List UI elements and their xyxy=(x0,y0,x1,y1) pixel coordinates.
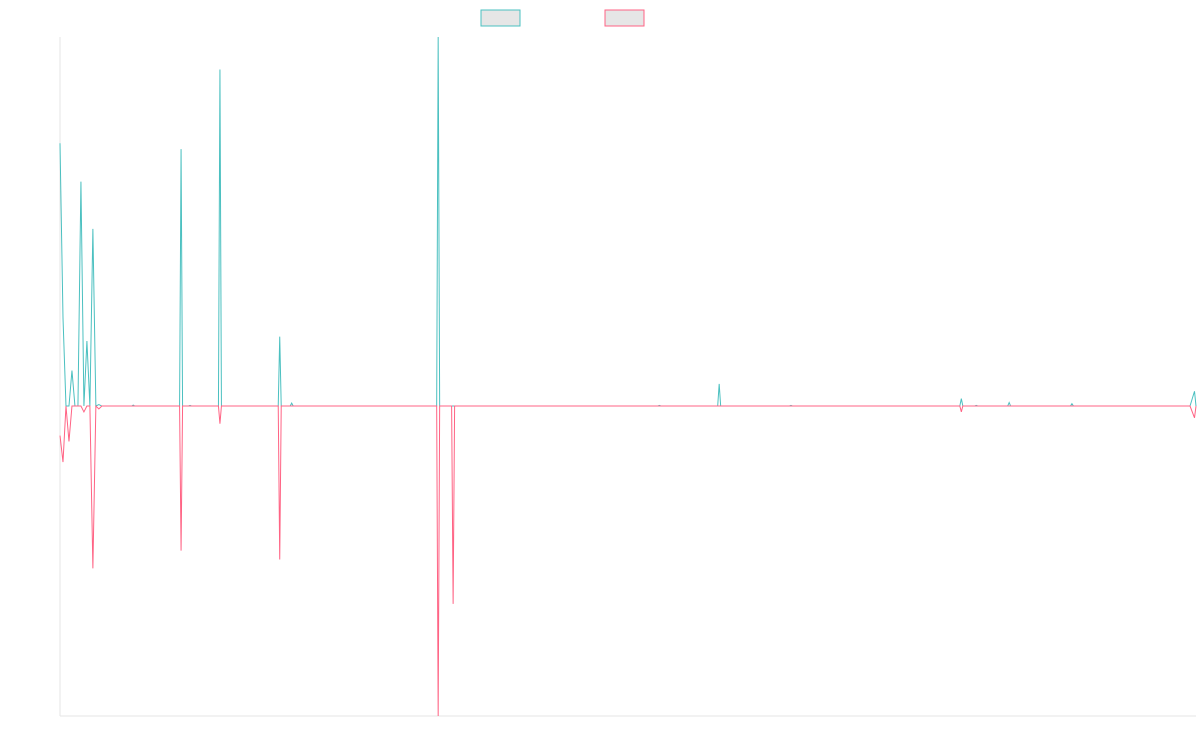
series-line-1 xyxy=(59,36,1197,407)
legend-swatch-1[interactable] xyxy=(480,9,521,27)
plot-area xyxy=(59,36,1197,717)
series-line-2 xyxy=(59,404,1197,717)
legend-swatch-2[interactable] xyxy=(604,9,645,27)
legend[interactable] xyxy=(480,9,645,27)
axes xyxy=(59,37,1196,717)
